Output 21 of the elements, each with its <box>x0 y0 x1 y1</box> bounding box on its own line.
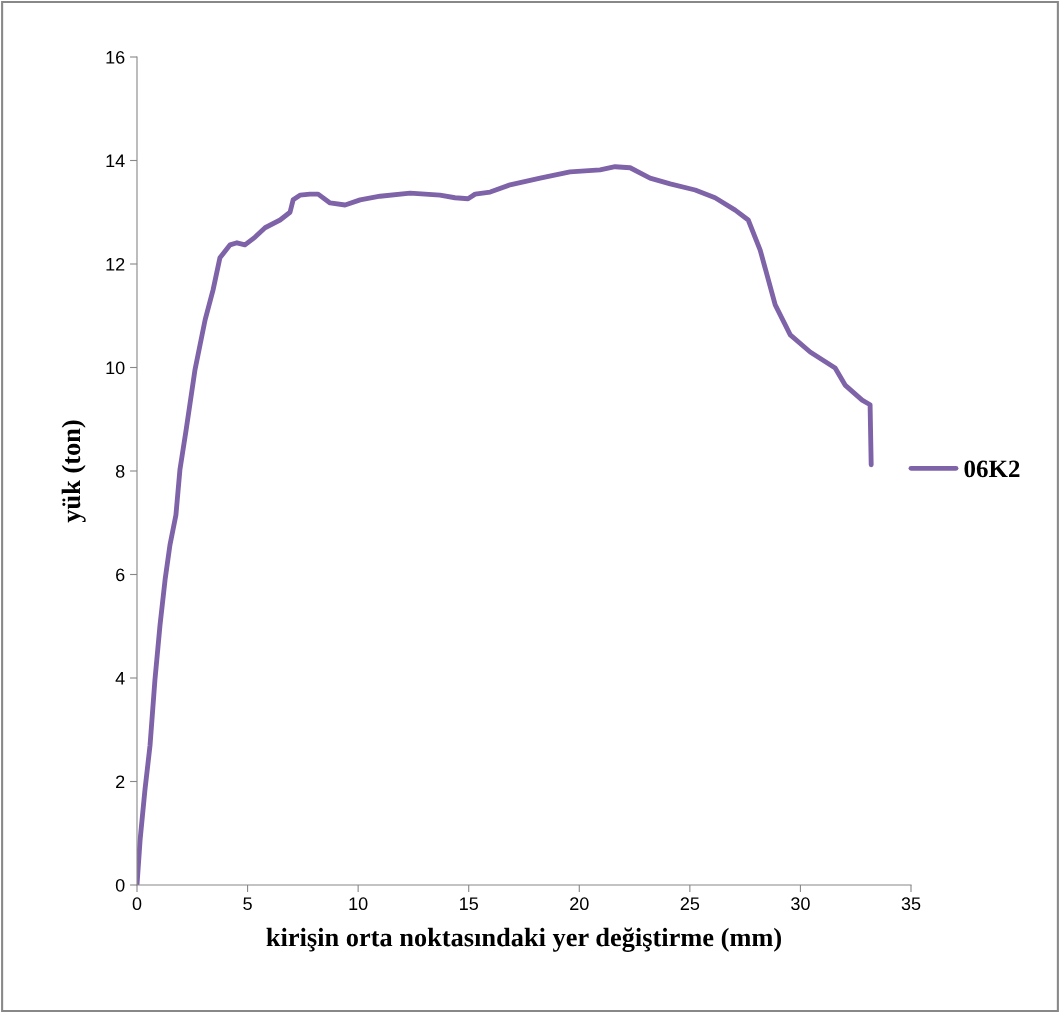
x-axis-title: kirişin orta noktasındaki yer değiştirme (mm) <box>266 927 781 952</box>
x-tick-label: 5 <box>243 897 252 911</box>
x-tick-label: 10 <box>349 897 368 911</box>
y-tick-label: 12 <box>106 257 125 271</box>
y-tick-label: 8 <box>115 464 125 478</box>
y-tick-label: 16 <box>106 50 125 64</box>
y-tick-label: 6 <box>116 568 125 582</box>
x-tick-label: 15 <box>460 897 478 911</box>
x-tick-label: 30 <box>791 897 810 911</box>
y-tick-label: 2 <box>116 775 125 789</box>
x-tick-label: 25 <box>680 897 700 911</box>
line-series <box>137 164 874 885</box>
y-tick-label: 10 <box>106 361 125 375</box>
y-tick-label: 0 <box>115 878 125 892</box>
x-tick-label: 0 <box>132 897 142 911</box>
legend-label: 06K2 <box>964 460 1020 478</box>
y-axis-title: yük (ton) <box>61 420 86 523</box>
y-tick-label: 4 <box>115 672 125 685</box>
x-tick-label: 20 <box>570 897 589 911</box>
y-tick-label: 14 <box>106 154 125 168</box>
x-tick-label: 35 <box>901 897 921 911</box>
